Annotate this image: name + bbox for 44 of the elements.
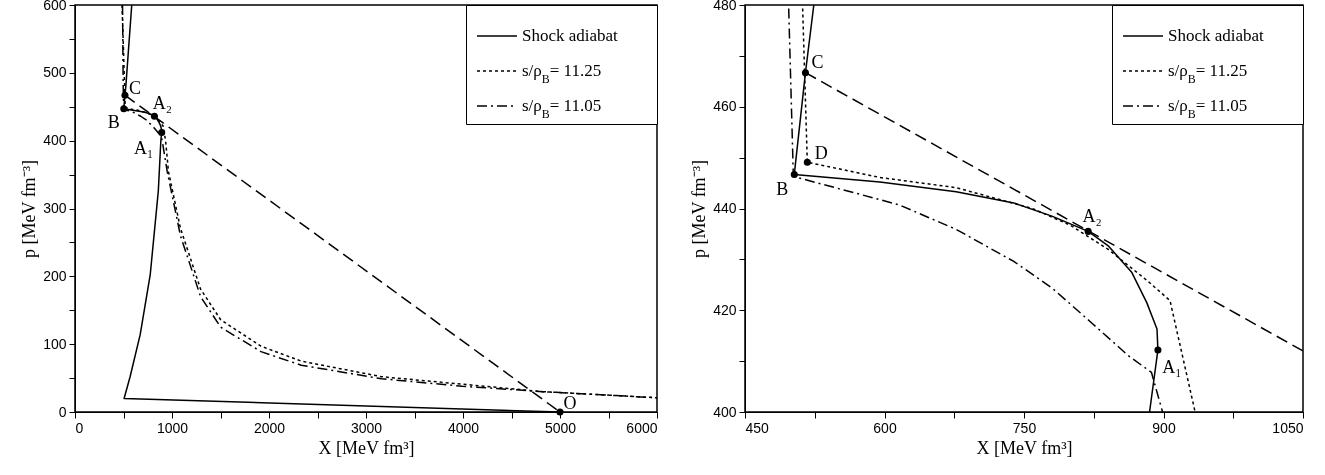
legend-label: s/ρ$_{B}$= 11.25 [522,61,602,86]
annotation: A₁ [1162,356,1182,377]
legend-label: s/ρ$_{B}$= 11.25 [1168,61,1248,86]
legend-label: s/ρ$_{B}$= 11.05 [1168,96,1248,121]
x-tick-label: 6000 [626,419,658,436]
legend-label: Shock adiabat [522,26,619,45]
x-tick-label: 1050 [1272,419,1304,436]
x-axis-title: X [MeV fm³] [976,437,1073,458]
annotation: D [814,143,828,164]
annotation: O [563,393,577,413]
annotation: B [107,111,120,132]
y-tick-label: 500 [43,64,67,81]
legend-label: Shock adiabat [1168,26,1265,45]
y-tick-label: 440 [713,200,737,216]
annotation: C [128,78,141,99]
x-axis-title: X [MeV fm³] [318,437,415,458]
x-tick-label: 1000 [156,419,189,436]
x-tick-label: 5000 [544,419,577,436]
x-tick-label: 4000 [447,419,480,436]
y-tick-label: 100 [43,335,67,352]
x-tick-label: 900 [1152,419,1176,436]
y-tick-label: 400 [43,132,67,149]
x-tick-label: 600 [873,419,897,436]
y-tick-label: 200 [43,267,67,284]
annotation: A₂ [152,93,173,114]
y-tick-label: 480 [713,0,737,13]
y-axis-title: p [MeV fm⁻³] [689,159,710,259]
x-tick-label: 2000 [253,419,286,436]
x-tick-label: 0 [75,419,84,436]
x-tick-label: 3000 [350,419,383,436]
y-axis-title: p [MeV fm⁻³] [19,159,40,259]
annotation: C [811,51,824,72]
annotation: B [776,179,789,200]
x-tick-label: 450 [745,419,770,436]
y-tick-label: 0 [58,403,67,420]
y-tick-label: 300 [43,200,67,216]
annotation: A₁ [134,137,154,158]
legend-label: s/ρ$_{B}$= 11.05 [522,96,602,121]
x-tick-label: 750 [1012,419,1037,436]
y-tick-label: 600 [43,0,67,13]
y-tick-label: 400 [713,403,737,420]
y-tick-label: 420 [713,301,737,318]
y-tick-label: 460 [713,98,737,115]
annotation: A₂ [1082,206,1102,227]
